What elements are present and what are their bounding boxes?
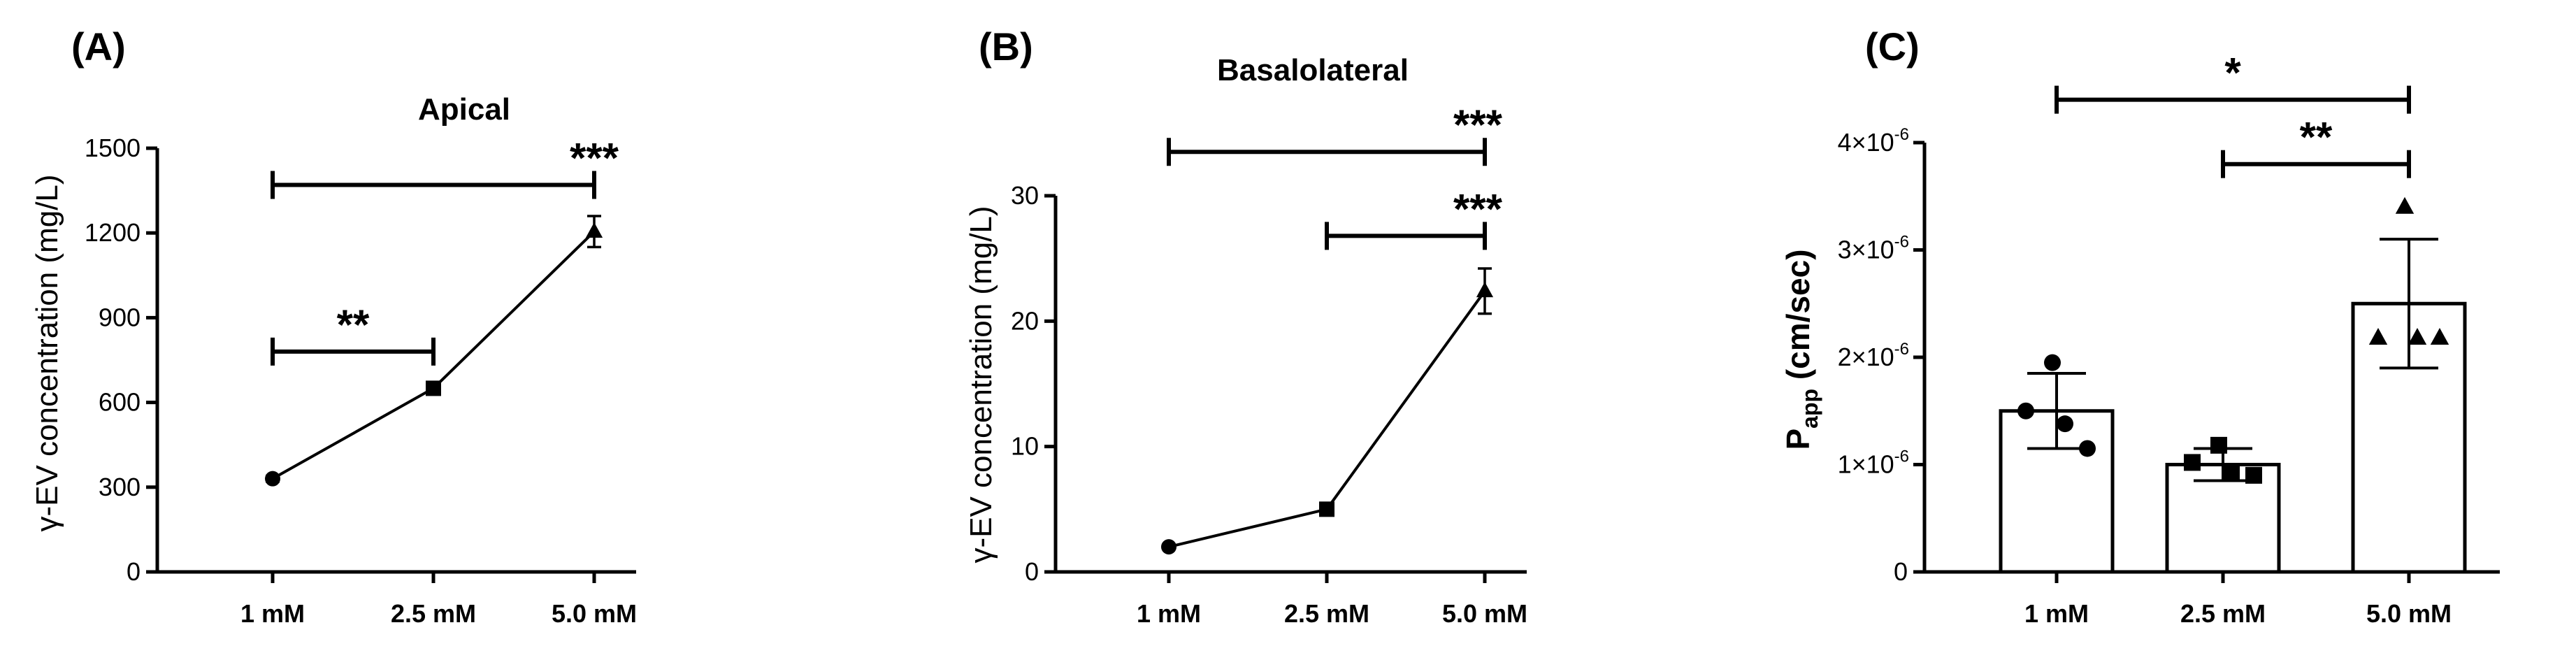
panel-a-y-tick-label: 1500 bbox=[85, 134, 141, 162]
panel-a-y-tick-label: 0 bbox=[127, 557, 141, 586]
panel-c-individual-point bbox=[2368, 327, 2388, 345]
panel-c-y-tick-label: 3×10-6 bbox=[1838, 233, 1909, 264]
panel-c-individual-point bbox=[2395, 196, 2415, 214]
panel-a-label: (A) bbox=[71, 24, 126, 69]
panel-b-data-point bbox=[1476, 282, 1494, 298]
panel-b-label: (B) bbox=[979, 24, 1033, 69]
panel-b-ylabel: γ-EV concentration (mg/L) bbox=[964, 206, 998, 563]
panel-c-y-tick-label: 1×10-6 bbox=[1838, 447, 1909, 479]
panel-a-x-tick-label: 1 mM bbox=[240, 599, 305, 628]
panel-c-ylabel-sub: app bbox=[1797, 389, 1822, 429]
panel-a-y-tick-label: 900 bbox=[99, 303, 141, 331]
panel-c-individual-point bbox=[2044, 354, 2061, 371]
panel-c-ylabel: Papp (cm/sec) bbox=[1780, 249, 1822, 450]
panel-c-individual-point bbox=[2057, 415, 2073, 433]
panel-b-y-tick-label: 10 bbox=[1011, 432, 1039, 461]
panel-c-chart: 0 1×10-6 2×10-6 3×10-6 4×10-6 1 mM 2.5 mM 5.0 m… bbox=[1838, 50, 2500, 628]
panel-c-individual-point bbox=[2184, 454, 2201, 471]
panel-b-title: Basalolateral bbox=[1217, 53, 1409, 87]
panel-c-individual-point bbox=[2245, 466, 2262, 484]
panel-a-y-tick-label: 1200 bbox=[85, 218, 141, 247]
panel-c-individual-point bbox=[2223, 464, 2240, 482]
panel-b-y-tick-label: 30 bbox=[1011, 181, 1039, 210]
panel-b-x-tick-label: 2.5 mM bbox=[1284, 599, 1369, 628]
panel-c-ylabel-main: P bbox=[1780, 429, 1816, 450]
panel-c-y-tick-label: 4×10-6 bbox=[1838, 125, 1909, 157]
panel-c-individual-point bbox=[2430, 327, 2449, 345]
panel-c-y-tick-label: 0 bbox=[1894, 557, 1908, 586]
panel-b-x-tick-label: 5.0 mM bbox=[1442, 599, 1527, 628]
panel-b-y-tick-label: 0 bbox=[1025, 557, 1039, 586]
panel-a-data-point bbox=[585, 222, 603, 238]
panel-c-y-tick-label: 2×10-6 bbox=[1838, 340, 1909, 371]
panel-b-chart: 0 10 20 30 1 mM 2.5 mM 5.0 mM *** *** bbox=[1011, 101, 1527, 628]
panel-a-ylabel: γ-EV concentration (mg/L) bbox=[30, 174, 64, 531]
panel-b-significance-label: *** bbox=[1453, 101, 1503, 148]
panel-c-label: (C) bbox=[1865, 24, 1920, 69]
panel-c-individual-point bbox=[2408, 327, 2427, 345]
panel-b-data-point bbox=[1161, 539, 1177, 555]
panel-c-x-tick-label: 2.5 mM bbox=[2180, 599, 2266, 628]
panel-b-significance-label: *** bbox=[1453, 185, 1503, 232]
panel-a-title: Apical bbox=[418, 92, 510, 127]
panel-a-data-point bbox=[426, 380, 441, 396]
panel-c-individual-point bbox=[2210, 436, 2227, 454]
panel-c-individual-point bbox=[2079, 440, 2096, 457]
panel-b-y-tick-label: 20 bbox=[1011, 306, 1039, 335]
panel-c-x-tick-label: 5.0 mM bbox=[2366, 599, 2452, 628]
panel-b-x-tick-label: 1 mM bbox=[1137, 599, 1201, 628]
panel-b-data-point bbox=[1319, 501, 1334, 517]
panel-c-x-tick-label: 1 mM bbox=[2024, 599, 2089, 628]
panel-c-ylabel-rest: (cm/sec) bbox=[1780, 249, 1816, 388]
panel-a-y-tick-label: 600 bbox=[99, 388, 141, 417]
panel-a-y-tick-label: 300 bbox=[99, 473, 141, 501]
panel-a-significance-label: *** bbox=[570, 135, 619, 182]
panel-a-x-tick-label: 2.5 mM bbox=[391, 599, 476, 628]
panel-c-significance-label: ** bbox=[2300, 114, 2333, 161]
panel-c-significance-label: * bbox=[2224, 50, 2241, 96]
panel-a-significance-label: ** bbox=[337, 301, 370, 348]
panel-a-data-point bbox=[265, 471, 280, 487]
panel-a-x-tick-label: 5.0 mM bbox=[552, 599, 637, 628]
panel-c-individual-point bbox=[2017, 402, 2034, 419]
